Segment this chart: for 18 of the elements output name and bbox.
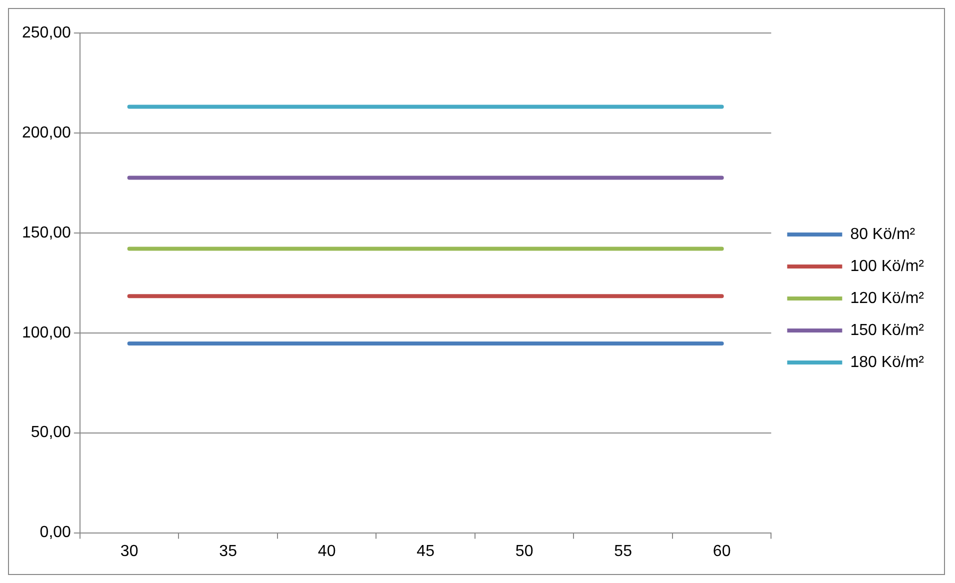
y-tick-label: 0,00 (40, 524, 72, 542)
y-tick-label: 200,00 (22, 124, 72, 142)
x-tick-label: 40 (318, 542, 336, 560)
x-tick-label: 60 (712, 542, 731, 560)
x-tick-label: 35 (219, 542, 238, 560)
x-tick-label: 30 (120, 542, 138, 560)
y-tick-label: 100,00 (22, 324, 72, 342)
x-tick-label: 50 (515, 542, 534, 560)
legend-label: 120 Kö/m² (850, 290, 925, 307)
legend-label: 100 Kö/m² (850, 258, 925, 275)
x-tick-label: 45 (416, 542, 435, 560)
legend-label: 150 Kö/m² (850, 322, 925, 339)
legend-label: 80 Kö/m² (850, 226, 916, 243)
x-tick-label: 55 (614, 542, 632, 560)
y-tick-label: 250,00 (22, 24, 72, 42)
legend-label: 180 Kö/m² (850, 354, 925, 371)
y-tick-label: 150,00 (22, 224, 72, 242)
y-tick-label: 50,00 (30, 424, 72, 442)
